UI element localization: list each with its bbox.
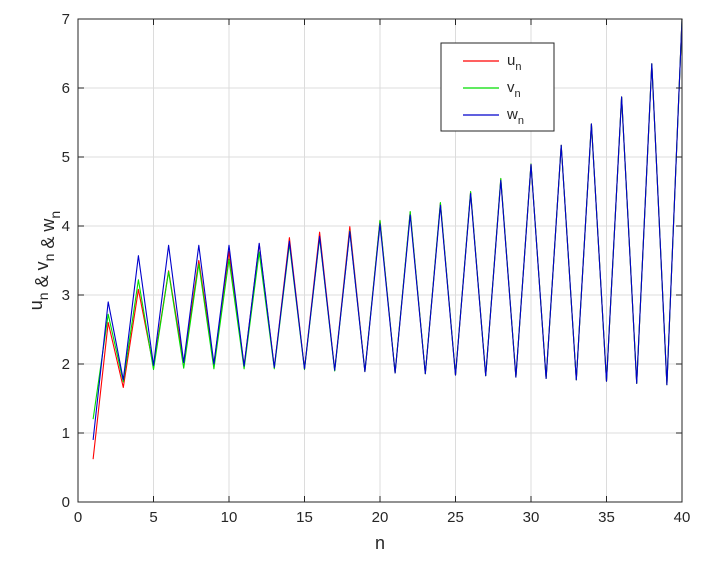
y-tick-label: 3: [62, 287, 70, 304]
series-line-w: [92, 18, 683, 440]
x-tick-label: 20: [372, 509, 389, 526]
y-tick-label: 2: [62, 356, 70, 373]
x-tick-label: 40: [674, 509, 691, 526]
y-tick-label: 5: [62, 149, 70, 166]
legend-label-subscript: n: [515, 88, 521, 100]
x-tick-label: 30: [523, 509, 540, 526]
x-tick-label: 35: [598, 509, 615, 526]
x-tick-label: 25: [447, 509, 464, 526]
x-tick-label: 10: [221, 509, 238, 526]
x-tick-label: 0: [74, 509, 82, 526]
legend-label-v: vn: [507, 79, 521, 100]
legend-label-text: u: [507, 52, 515, 69]
grid: [77, 18, 683, 503]
legend-label-u: un: [507, 52, 521, 73]
y-axis-label-part: & w: [38, 218, 58, 254]
x-axis-label: n: [375, 533, 385, 553]
y-axis-label-subscript: n: [35, 292, 51, 300]
legend-label-text: w: [506, 106, 518, 123]
x-tick-label: 15: [296, 509, 313, 526]
y-axis-label: un & vn & wn: [26, 211, 63, 310]
legend-label-subscript: n: [518, 115, 524, 127]
y-tick-label: 7: [62, 11, 70, 28]
y-axis-label-subscript: n: [41, 254, 57, 262]
x-tick-label: 5: [149, 509, 157, 526]
y-tick-label: 0: [62, 494, 70, 511]
y-axis-label-part: & v: [32, 261, 52, 292]
y-tick-label: 1: [62, 425, 70, 442]
y-axis-label-subscript: n: [47, 211, 63, 219]
legend-label-w: wn: [506, 106, 524, 127]
series-lines: [92, 18, 683, 460]
legend-label-text: v: [507, 79, 515, 96]
y-tick-label: 4: [62, 218, 70, 235]
legend-label-subscript: n: [515, 61, 521, 73]
legend-box: [440, 42, 555, 132]
y-axis-label-part: u: [26, 300, 46, 310]
y-tick-label: 6: [62, 80, 70, 97]
